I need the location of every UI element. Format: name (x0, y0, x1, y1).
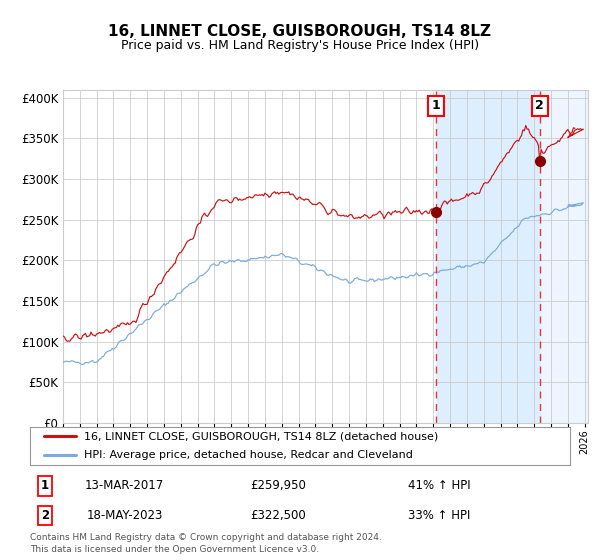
Text: 13-MAR-2017: 13-MAR-2017 (85, 479, 164, 492)
Text: 2: 2 (41, 509, 49, 522)
Bar (540, 90, 588, 423)
Text: 16, LINNET CLOSE, GUISBOROUGH, TS14 8LZ (detached house): 16, LINNET CLOSE, GUISBOROUGH, TS14 8LZ … (84, 431, 438, 441)
Text: 18-MAY-2023: 18-MAY-2023 (86, 509, 163, 522)
Text: 41% ↑ HPI: 41% ↑ HPI (408, 479, 470, 492)
Text: 16, LINNET CLOSE, GUISBOROUGH, TS14 8LZ: 16, LINNET CLOSE, GUISBOROUGH, TS14 8LZ (109, 24, 491, 39)
Text: 1: 1 (41, 479, 49, 492)
Text: 2: 2 (535, 99, 544, 113)
Text: Contains HM Land Registry data © Crown copyright and database right 2024.
This d: Contains HM Land Registry data © Crown c… (30, 533, 382, 554)
Text: HPI: Average price, detached house, Redcar and Cleveland: HPI: Average price, detached house, Redc… (84, 450, 413, 460)
Bar (436, 90, 540, 423)
Bar (540, 90, 588, 423)
Text: £322,500: £322,500 (251, 509, 306, 522)
Text: £259,950: £259,950 (250, 479, 307, 492)
Text: 1: 1 (431, 99, 440, 113)
Text: Price paid vs. HM Land Registry's House Price Index (HPI): Price paid vs. HM Land Registry's House … (121, 39, 479, 52)
Text: 33% ↑ HPI: 33% ↑ HPI (408, 509, 470, 522)
